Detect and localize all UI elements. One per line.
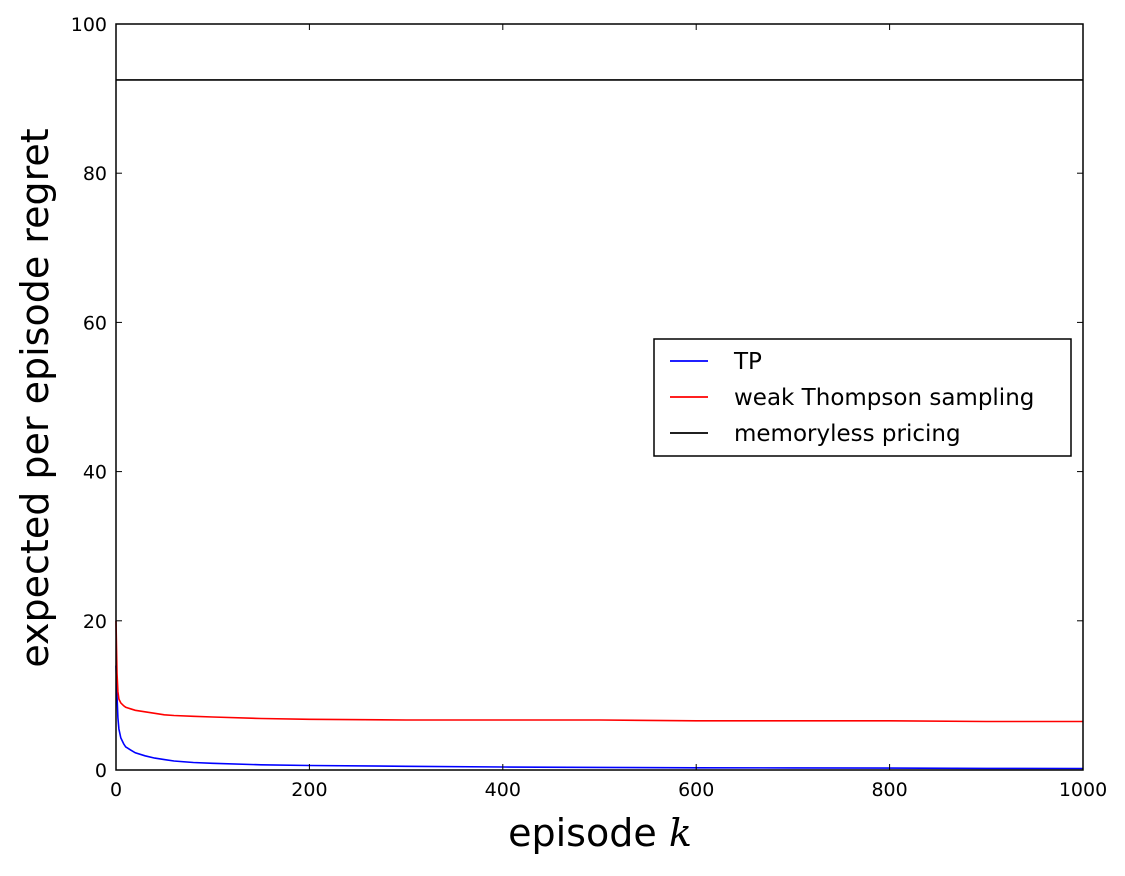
- legend: TP weak Thompson sampling memoryless prici…: [653, 338, 1072, 457]
- x-axis-ticks: 0 200 400 600 800 1000: [110, 24, 1107, 801]
- y-tick-label-0: 0: [95, 760, 107, 782]
- legend-label-1: weak Thompson sampling: [734, 385, 1034, 411]
- x-tick-label-4: 800: [871, 779, 907, 801]
- legend-label-2: memoryless pricing: [734, 421, 961, 447]
- y-tick-label-4: 80: [83, 163, 107, 185]
- series-line-0: [115, 665, 1084, 770]
- y-tick-label-3: 60: [83, 312, 107, 334]
- x-tick-label-0: 0: [110, 779, 122, 801]
- y-axis-label: expected per episode regret: [13, 128, 57, 667]
- y-axis-ticks: 0 20 40 60 80 100: [71, 14, 1083, 782]
- x-tick-label-1: 200: [291, 779, 327, 801]
- legend-items: TP weak Thompson sampling memoryless prici…: [670, 349, 1034, 447]
- series-line-1: [115, 620, 1083, 723]
- x-tick-label-2: 400: [485, 779, 521, 801]
- legend-label-0: TP: [733, 349, 762, 375]
- y-tick-label-5: 100: [71, 14, 107, 36]
- y-tick-label-1: 20: [83, 611, 107, 633]
- plot-frame: [115, 23, 1084, 771]
- x-axis-label: episode k: [508, 811, 692, 855]
- x-tick-label-5: 1000: [1059, 779, 1107, 801]
- x-axis-label-text: episode: [508, 811, 657, 855]
- x-tick-label-3: 600: [678, 779, 714, 801]
- y-tick-label-2: 40: [83, 462, 107, 484]
- legend-box: [653, 338, 1072, 457]
- x-axis-label-symbol: k: [669, 811, 692, 855]
